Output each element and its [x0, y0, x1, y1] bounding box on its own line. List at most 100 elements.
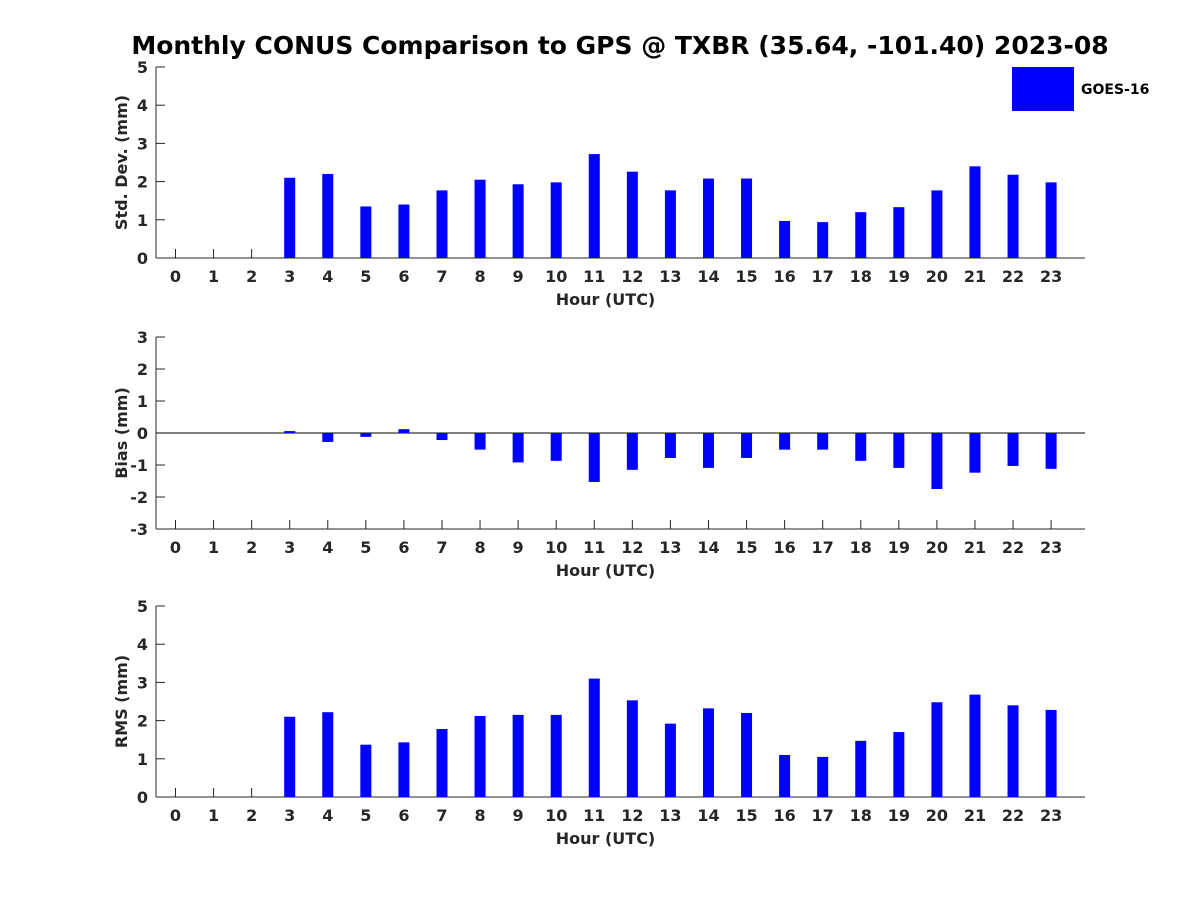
x-tick-label: 7 — [436, 806, 447, 825]
x-tick-label: 23 — [1040, 267, 1062, 286]
x-tick-label: 12 — [621, 538, 643, 557]
y-tick-label: 0 — [137, 788, 148, 807]
bar — [474, 433, 486, 450]
legend-swatch — [1012, 67, 1074, 111]
y-tick-label: 2 — [137, 173, 148, 192]
x-tick-label: 0 — [170, 538, 181, 557]
y-tick-label: 0 — [137, 424, 148, 443]
legend: GOES-16 — [1012, 67, 1149, 111]
y-axis-label: Bias (mm) — [112, 387, 131, 479]
x-tick-label: 23 — [1040, 538, 1062, 557]
x-tick-label: 3 — [284, 538, 295, 557]
bar — [474, 716, 486, 797]
bar — [550, 433, 562, 461]
x-tick-label: 21 — [964, 806, 986, 825]
y-tick-label: -3 — [130, 520, 148, 539]
bar — [893, 207, 905, 258]
x-tick-label: 2 — [246, 538, 257, 557]
bar — [855, 212, 867, 258]
x-tick-label: 7 — [436, 267, 447, 286]
y-tick-label: 5 — [137, 597, 148, 616]
bar — [398, 429, 410, 433]
bar — [360, 206, 372, 258]
y-tick-label: 2 — [137, 360, 148, 379]
x-tick-label: 3 — [284, 806, 295, 825]
x-tick-label: 4 — [322, 267, 333, 286]
x-tick-label: 16 — [773, 538, 795, 557]
x-tick-label: 15 — [735, 538, 757, 557]
bar — [436, 729, 448, 797]
x-tick-label: 0 — [170, 806, 181, 825]
y-tick-label: 1 — [137, 750, 148, 769]
x-tick-label: 20 — [926, 806, 948, 825]
bar — [702, 433, 714, 468]
bar — [360, 433, 372, 437]
bar — [1045, 433, 1057, 469]
x-tick-label: 23 — [1040, 806, 1062, 825]
bar — [284, 431, 296, 433]
x-tick-label: 12 — [621, 806, 643, 825]
y-tick-label: 4 — [137, 635, 148, 654]
x-tick-label: 2 — [246, 267, 257, 286]
bar — [1045, 182, 1057, 258]
chart-title: Monthly CONUS Comparison to GPS @ TXBR (… — [131, 31, 1108, 60]
x-tick-label: 12 — [621, 267, 643, 286]
bar — [436, 190, 448, 258]
x-axis-label: Hour (UTC) — [556, 829, 656, 848]
x-tick-label: 8 — [474, 267, 485, 286]
bar — [398, 742, 410, 797]
bar — [817, 756, 829, 797]
bar — [360, 744, 372, 797]
y-axis-label: Std. Dev. (mm) — [112, 95, 131, 230]
x-tick-label: 6 — [398, 538, 409, 557]
x-tick-label: 9 — [513, 806, 524, 825]
bar — [322, 173, 334, 258]
x-tick-label: 16 — [773, 806, 795, 825]
x-tick-label: 9 — [513, 267, 524, 286]
x-tick-label: 20 — [926, 267, 948, 286]
bar — [550, 182, 562, 258]
bar — [588, 154, 600, 258]
x-tick-label: 13 — [659, 538, 681, 557]
x-tick-label: 11 — [583, 267, 605, 286]
x-tick-label: 11 — [583, 806, 605, 825]
bar — [931, 702, 943, 797]
bar — [512, 433, 524, 463]
y-tick-label: 3 — [137, 673, 148, 692]
bar — [322, 433, 334, 442]
x-tick-label: 17 — [812, 267, 834, 286]
bar — [969, 694, 981, 797]
bar — [969, 433, 981, 473]
x-tick-label: 9 — [513, 538, 524, 557]
x-tick-label: 18 — [850, 806, 872, 825]
x-tick-label: 3 — [284, 267, 295, 286]
y-tick-label: 3 — [137, 328, 148, 347]
bar — [702, 708, 714, 797]
legend-label: GOES-16 — [1081, 82, 1149, 98]
bar — [284, 716, 296, 797]
bar — [741, 712, 753, 797]
bar — [741, 433, 753, 458]
bar — [398, 204, 410, 258]
bar — [893, 433, 905, 468]
bar — [1007, 705, 1019, 797]
bar — [436, 433, 448, 441]
x-tick-label: 22 — [1002, 267, 1024, 286]
bar — [588, 433, 600, 482]
x-axis-label: Hour (UTC) — [556, 561, 656, 580]
bar — [664, 723, 676, 797]
x-tick-label: 14 — [697, 806, 719, 825]
x-tick-label: 2 — [246, 806, 257, 825]
x-tick-label: 10 — [545, 806, 567, 825]
bar — [855, 433, 867, 461]
bar — [322, 712, 334, 797]
bar — [817, 433, 829, 450]
x-tick-label: 7 — [436, 538, 447, 557]
bar — [779, 220, 791, 258]
bar — [626, 171, 638, 258]
x-tick-label: 21 — [964, 267, 986, 286]
bar — [474, 179, 486, 258]
bar — [512, 184, 524, 258]
